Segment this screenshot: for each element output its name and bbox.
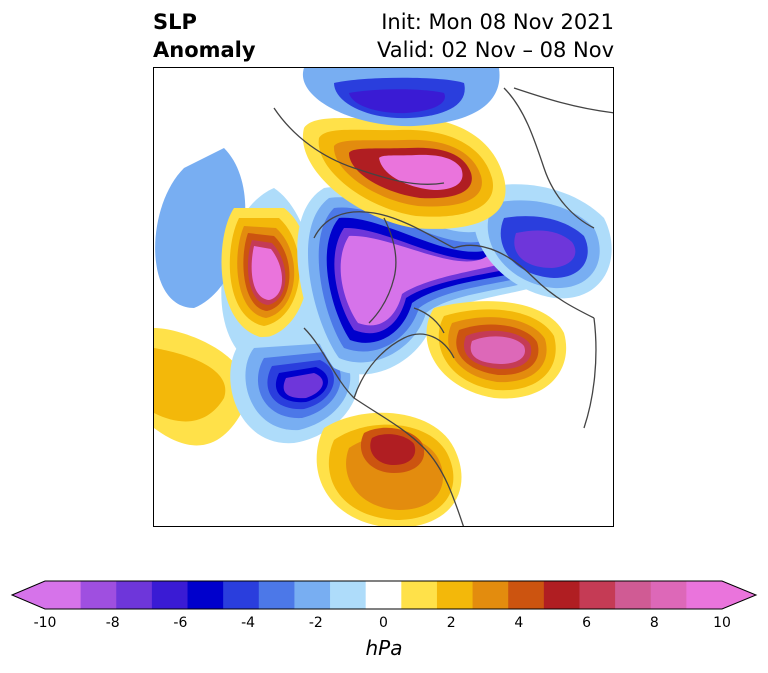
date-block: Init: Mon 08 Nov 2021 Valid: 02 Nov – 08… [377,8,614,64]
anomaly-map [153,67,614,527]
colorbar-tick-label: 10 [713,615,731,631]
colorbar-tick-label: 0 [379,615,388,631]
colorbar-tick-label: -4 [241,615,256,631]
anomaly-positive-siberia [302,117,506,229]
anomaly-positive-us [316,412,462,526]
colorbar-segment [472,581,509,609]
colorbar-tick-label: -8 [105,615,120,631]
anomaly-negative-top [302,68,500,127]
colorbar-segment [45,581,82,609]
colorbar-tick-label: -10 [33,615,57,631]
colorbar-segment [258,581,295,609]
colorbar-extend-high [722,581,756,609]
colorbar-segment [365,581,402,609]
colorbar-segment [116,581,153,609]
anomaly-negative-eurasia [473,184,612,299]
colorbar-segment [686,581,723,609]
colorbar-tick-label: 2 [446,615,456,631]
title-line-2: Anomaly [153,38,256,62]
colorbar-segment [508,581,545,609]
anomaly-positive-left [155,148,318,372]
anomaly-positive-atlantic [426,301,567,399]
colorbar-segment [187,581,224,609]
anomaly-positive-pacific [154,328,248,446]
colorbar-segment [401,581,438,609]
colorbar-tick-label: 6 [582,615,592,631]
colorbar-segment [151,581,189,609]
title-line-1: SLP [153,10,197,34]
colorbar-segment [579,581,616,609]
colorbar-unit: hPa [365,636,403,660]
colorbar-segment [80,581,117,609]
colorbar-segment [615,581,652,609]
colorbar-tick-label: -6 [173,615,188,631]
colorbar-segments [45,581,723,609]
colorbar-tick-label: 8 [649,615,659,631]
colorbar-extend-low [12,581,45,609]
coastlines [273,87,613,526]
colorbar-outline [10,580,758,610]
colorbar-segment [294,581,331,609]
colorbar [10,580,758,610]
colorbar-segment [650,581,687,609]
init-date: Init: Mon 08 Nov 2021 [381,10,614,34]
valid-range: Valid: 02 Nov – 08 Nov [377,38,614,62]
colorbar-segment [436,581,474,609]
colorbar-tick-label: 4 [514,615,524,631]
colorbar-segment [330,581,367,609]
title-block: SLP Anomaly [153,8,256,64]
colorbar-segment [223,581,260,609]
colorbar-segment [543,581,580,609]
map-canvas [154,68,613,526]
colorbar-tick-label: -2 [308,615,323,631]
